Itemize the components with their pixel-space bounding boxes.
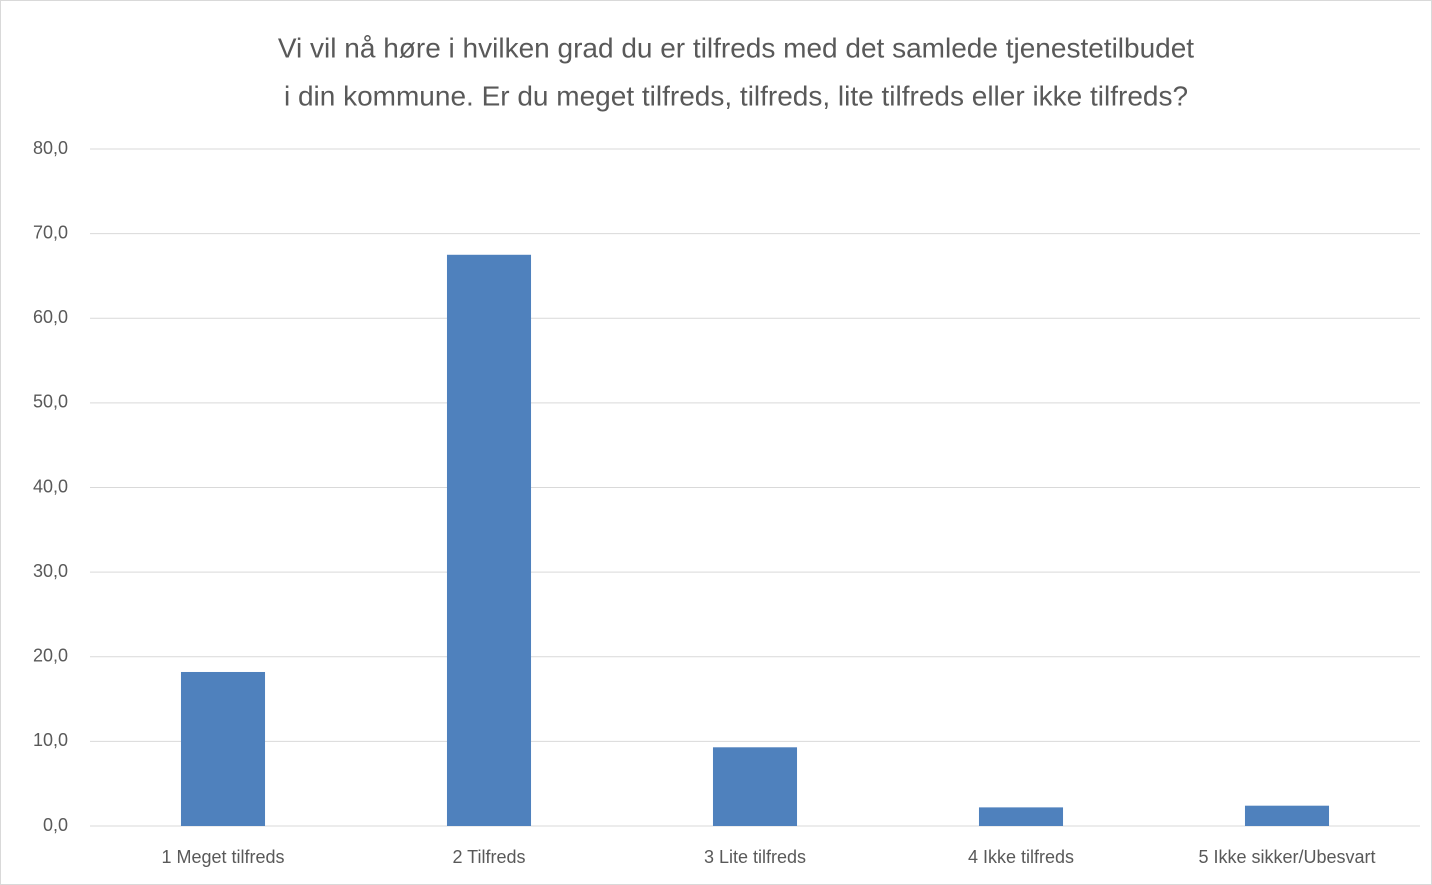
bar <box>978 807 1064 826</box>
y-tick-label: 70,0 <box>33 222 68 242</box>
y-tick-label: 50,0 <box>33 392 68 412</box>
x-tick-label: 4 Ikke tilfreds <box>968 847 1074 867</box>
x-tick-label: 5 Ikke sikker/Ubesvart <box>1198 847 1375 867</box>
y-tick-label: 10,0 <box>33 730 68 750</box>
bar <box>1244 805 1330 826</box>
chart-title: Vi vil nå høre i hvilken grad du er tilf… <box>278 32 1194 63</box>
y-tick-label: 40,0 <box>33 476 68 496</box>
chart-title: i din kommune. Er du meget tilfreds, til… <box>284 80 1188 111</box>
y-tick-label: 80,0 <box>33 138 68 158</box>
y-tick-label: 0,0 <box>43 815 68 835</box>
y-tick-label: 20,0 <box>33 646 68 666</box>
y-tick-label: 60,0 <box>33 307 68 327</box>
x-tick-label: 3 Lite tilfreds <box>704 847 806 867</box>
y-tick-label: 30,0 <box>33 561 68 581</box>
bar <box>446 254 532 826</box>
bar <box>180 671 266 826</box>
x-tick-label: 1 Meget tilfreds <box>161 847 284 867</box>
x-tick-label: 2 Tilfreds <box>452 847 525 867</box>
bar <box>712 747 798 826</box>
